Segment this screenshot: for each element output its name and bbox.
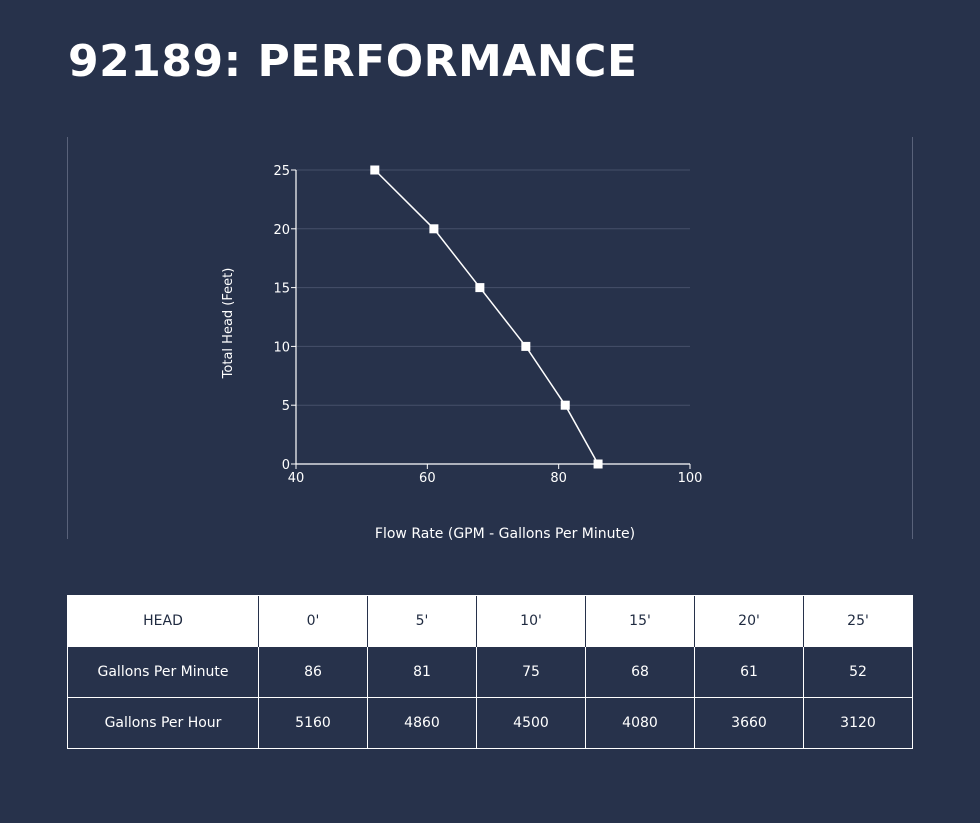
header-cell: 0': [258, 595, 368, 647]
header-cell: 5': [367, 595, 477, 647]
table-cell: 68: [585, 646, 695, 698]
header-cell: 15': [585, 595, 695, 647]
table-row: Gallons Per Hour 5160 4860 4500 4080 366…: [67, 697, 913, 749]
header-cell: HEAD: [67, 595, 259, 647]
table-cell: 81: [367, 646, 477, 698]
x-axis-label: Flow Rate (GPM - Gallons Per Minute): [375, 526, 635, 542]
x-tick-label: 100: [678, 471, 703, 486]
table-header-row: HEAD 0' 5' 10' 15' 20' 25': [67, 595, 913, 647]
header-cell: 10': [476, 595, 586, 647]
performance-table: HEAD 0' 5' 10' 15' 20' 25' Gallons Per M…: [67, 595, 913, 749]
table-cell: 75: [476, 646, 586, 698]
data-point: [593, 459, 603, 469]
x-tick-label: 40: [288, 471, 305, 486]
y-axis-label: Total Head (Feet): [221, 268, 236, 380]
chart-frame-left-divider: [67, 137, 68, 539]
data-point: [521, 341, 531, 351]
data-point: [475, 283, 485, 293]
table-row: Gallons Per Minute 86 81 75 68 61 52: [67, 646, 913, 698]
performance-chart: 0 5 10 15 20 25 40 60 80 100 Flow Rate (GPM - Gall…: [221, 164, 703, 542]
x-tick-label: 80: [550, 471, 567, 486]
y-tick-label: 20: [273, 223, 290, 238]
table-cell: 61: [694, 646, 804, 698]
y-tick-label: 0: [282, 458, 290, 473]
series-line: [374, 169, 599, 465]
data-point: [370, 165, 380, 175]
x-tick-label: 60: [419, 471, 436, 486]
page-title: 92189: PERFORMANCE: [68, 36, 638, 87]
y-tick-label: 25: [273, 164, 290, 179]
row-label: Gallons Per Minute: [67, 646, 259, 698]
table-cell: 4500: [476, 697, 586, 749]
data-point: [429, 224, 439, 234]
y-tick-label: 5: [282, 399, 290, 414]
data-point: [560, 400, 570, 410]
table-cell: 4080: [585, 697, 695, 749]
table-cell: 3660: [694, 697, 804, 749]
row-label: Gallons Per Hour: [67, 697, 259, 749]
header-cell: 25': [803, 595, 913, 647]
chart-frame-right-divider: [912, 137, 913, 539]
table-cell: 52: [803, 646, 913, 698]
header-cell: 20': [694, 595, 804, 647]
table-cell: 86: [258, 646, 368, 698]
table-cell: 5160: [258, 697, 368, 749]
y-tick-label: 15: [273, 282, 290, 297]
table-cell: 4860: [367, 697, 477, 749]
table-cell: 3120: [803, 697, 913, 749]
y-tick-label: 10: [273, 340, 290, 355]
